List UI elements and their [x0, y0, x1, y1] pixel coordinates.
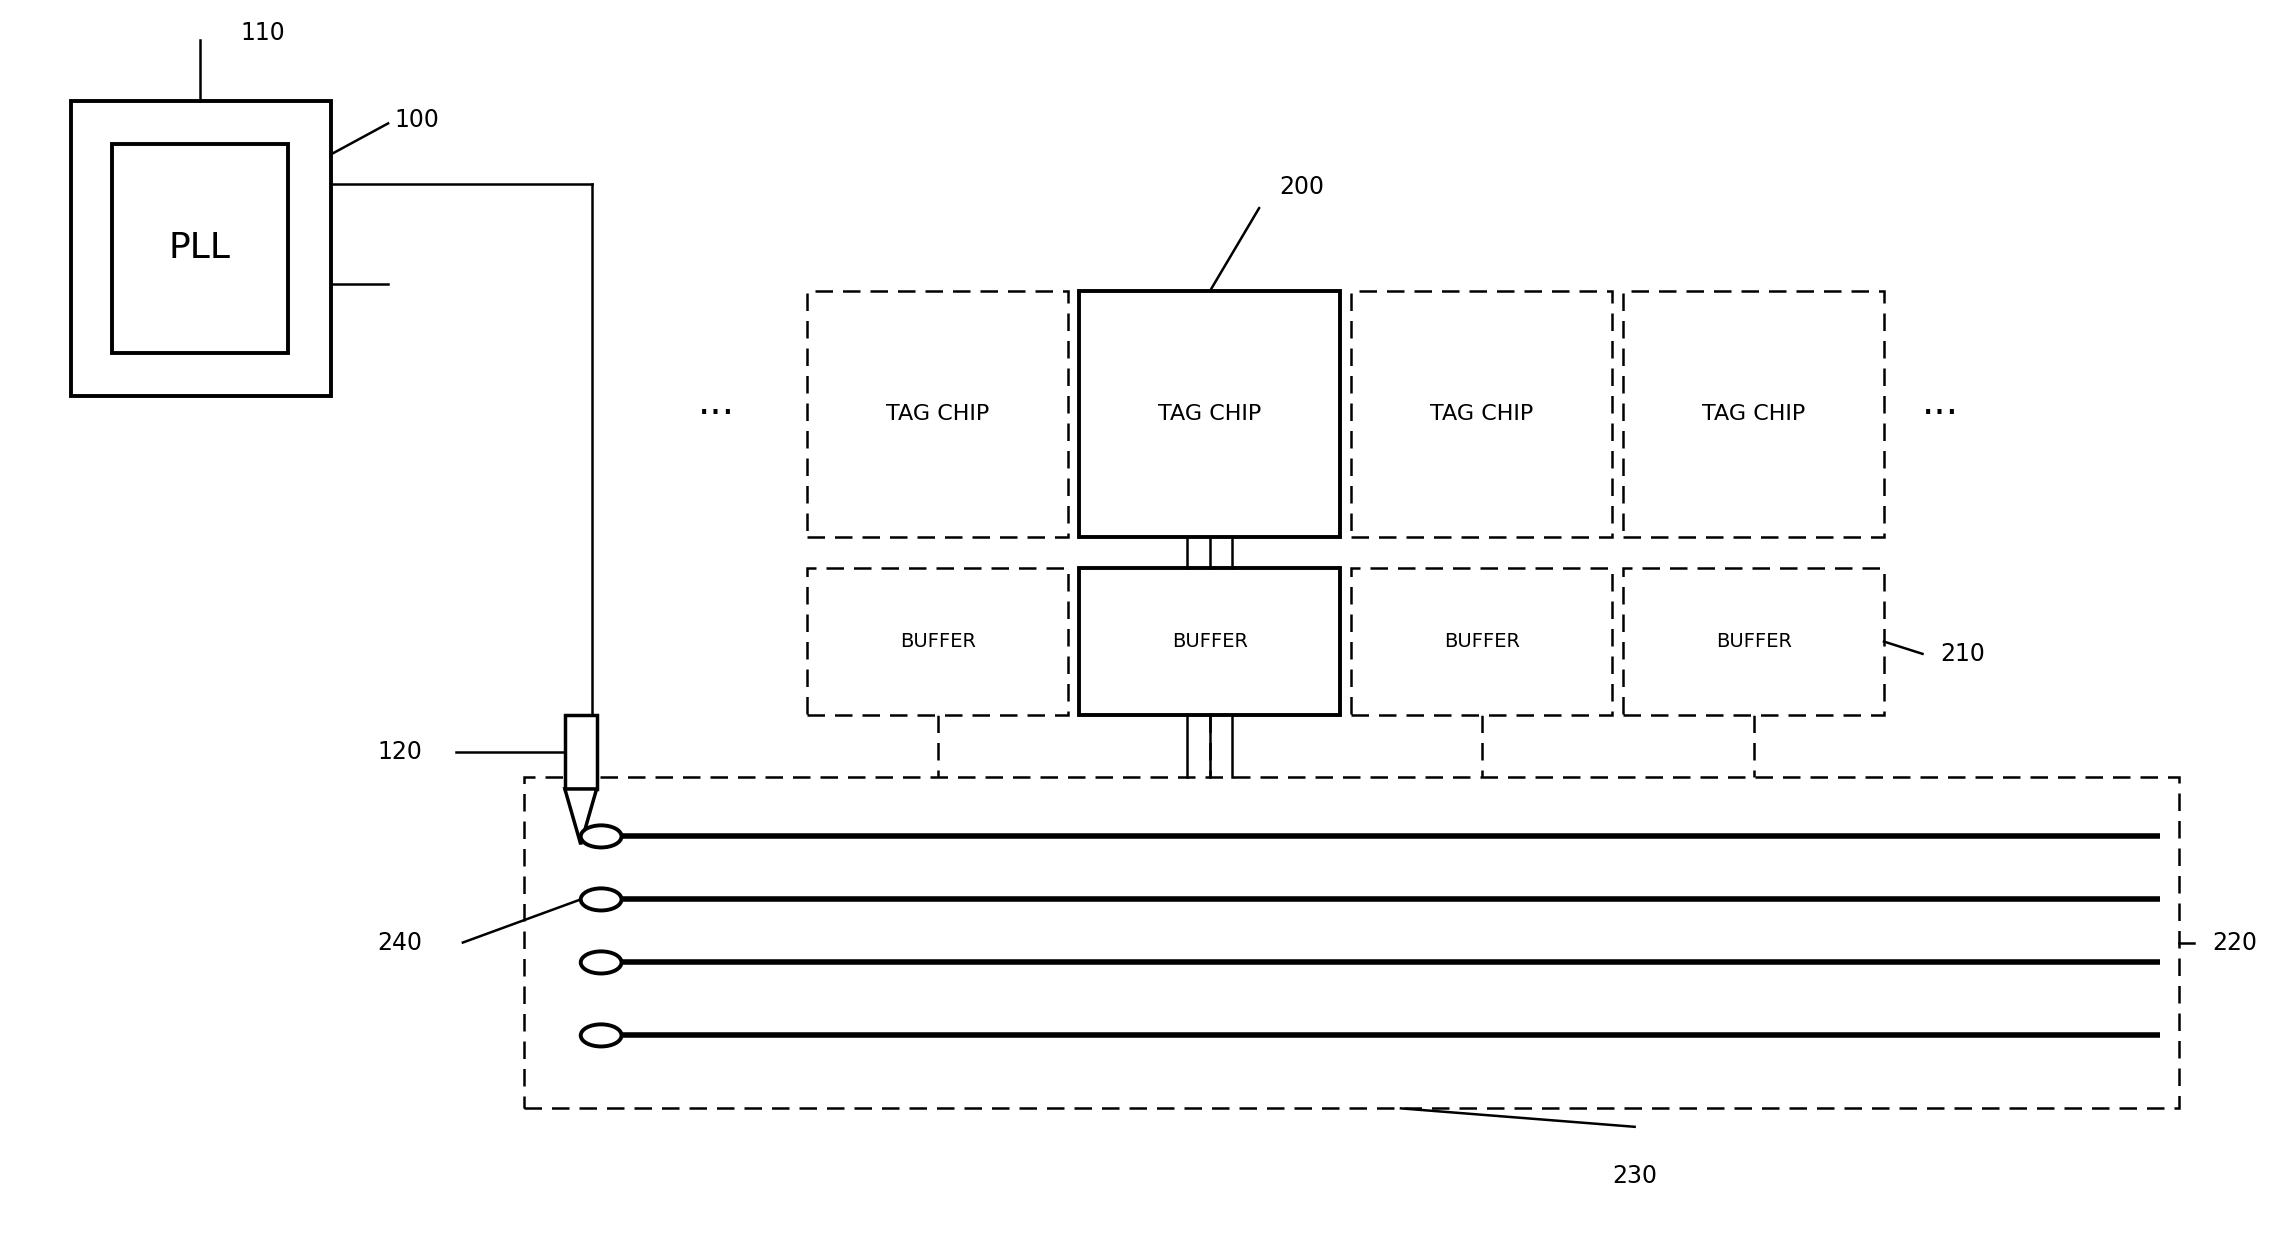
Text: ···: ···	[1923, 395, 1959, 433]
Bar	[1080, 568, 1341, 716]
Bar	[111, 144, 289, 353]
Bar	[70, 101, 332, 396]
Circle shape	[580, 888, 621, 911]
Bar	[1080, 291, 1341, 537]
Text: BUFFER: BUFFER	[1443, 632, 1521, 652]
Text: 210: 210	[1941, 642, 1987, 666]
Bar	[1352, 568, 1612, 716]
Bar	[807, 291, 1068, 537]
Circle shape	[580, 951, 621, 974]
Bar	[566, 716, 596, 789]
Text: 100: 100	[396, 107, 439, 132]
Text: ···: ···	[698, 395, 734, 433]
Text: 110: 110	[241, 21, 286, 46]
Text: TAG CHIP: TAG CHIP	[886, 405, 989, 424]
Bar	[1623, 568, 1884, 716]
Polygon shape	[566, 789, 596, 844]
Text: TAG CHIP: TAG CHIP	[1430, 405, 1534, 424]
Bar	[525, 776, 2178, 1108]
Circle shape	[580, 1024, 621, 1046]
Text: 120: 120	[377, 740, 423, 764]
Bar	[1352, 291, 1612, 537]
Text: 240: 240	[377, 930, 423, 955]
Text: 230: 230	[1612, 1164, 1657, 1187]
Bar	[1623, 291, 1884, 537]
Bar	[807, 568, 1068, 716]
Text: BUFFER: BUFFER	[1716, 632, 1791, 652]
Text: BUFFER: BUFFER	[900, 632, 975, 652]
Text: 200: 200	[1280, 175, 1323, 200]
Text: TAG CHIP: TAG CHIP	[1702, 405, 1805, 424]
Text: BUFFER: BUFFER	[1171, 632, 1248, 652]
Text: 220: 220	[2212, 930, 2257, 955]
Text: TAG CHIP: TAG CHIP	[1157, 405, 1262, 424]
Circle shape	[580, 826, 621, 848]
Text: PLL: PLL	[168, 232, 232, 265]
